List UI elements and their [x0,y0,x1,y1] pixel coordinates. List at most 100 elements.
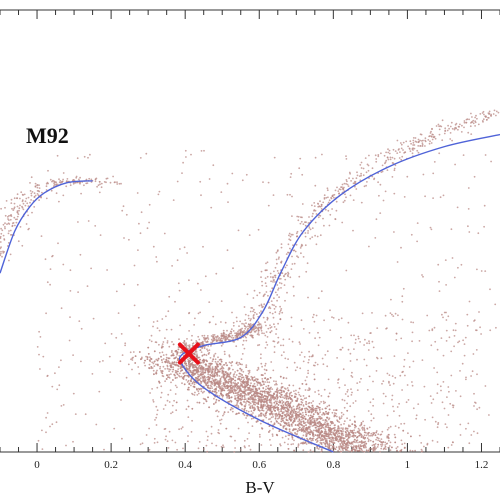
star-point [276,284,279,286]
star-point [399,450,401,453]
star-point [315,419,318,422]
star-point [364,436,367,439]
star-point [223,376,225,379]
star-point [238,329,241,331]
star-point [287,409,290,411]
star-point [474,125,476,127]
star-point [215,444,218,447]
star-point [345,431,347,434]
star-point [303,397,306,400]
star-point [373,178,375,181]
star-point [298,411,300,413]
star-point [421,142,424,145]
star-point [249,405,252,408]
star-point [236,392,239,394]
star-point [369,439,372,442]
star-point [316,418,319,421]
star-point [21,199,24,202]
star-point [267,387,270,390]
star-point [161,351,164,354]
star-point [266,261,269,264]
star-point [463,126,465,129]
star-point [334,434,336,437]
star-point [297,443,300,445]
star-point [358,441,361,443]
star-point [331,447,334,449]
star-point [296,397,299,400]
star-point [170,373,172,375]
star-point [165,356,168,359]
star-point [314,234,316,237]
star-point [188,367,191,369]
star-point [276,415,279,417]
star-point [448,127,450,130]
star-point [332,432,335,435]
star-point [256,333,259,336]
star-point [286,412,288,415]
star-point [348,177,350,180]
star-point [349,172,351,175]
star-point [45,185,48,188]
star-point [275,251,278,254]
star-point [259,415,262,417]
star-point [369,434,372,437]
star-point [162,345,164,348]
star-point [345,435,347,438]
star-point [66,178,69,180]
star-point [161,343,164,345]
star-point [244,404,247,406]
star-point [323,197,326,199]
star-point [262,387,265,390]
star-point [252,400,255,402]
star-point [175,363,178,366]
star-point [334,432,337,434]
star-point [271,287,274,290]
star-point [314,391,316,393]
star-point [350,445,353,448]
star-point [311,204,313,207]
star-point [186,388,189,391]
star-point [230,336,233,339]
star-point [182,372,185,375]
star-point [271,410,273,413]
star-point [431,128,433,131]
star-point [200,382,202,385]
star-point [325,440,327,442]
star-point [291,438,294,440]
star-point [203,347,206,350]
star-point [274,311,277,314]
star-point [187,379,190,382]
star-point [358,447,361,450]
star-point [402,141,405,144]
star-point [326,438,328,440]
star-point [309,422,312,425]
star-point [220,332,223,335]
star-point [442,381,445,383]
star-point [197,373,200,376]
star-point [303,422,305,425]
star-point [311,421,314,424]
star-point [323,432,326,435]
star-point [202,379,205,382]
star-point [244,327,247,330]
star-point [358,430,360,433]
star-point [188,346,191,348]
star-point [284,357,287,360]
star-point [221,385,224,387]
star-point [320,443,323,446]
star-point [389,384,391,386]
star-point [190,384,192,387]
star-point [234,371,237,373]
star-point [352,177,354,180]
star-point [454,163,456,166]
star-point [298,275,301,278]
star-point [293,417,296,420]
star-point [244,405,247,408]
star-point [293,262,296,265]
bottom-axis-ticks: 0 0.2 0.4 0.6 0.8 1 1.2 [0,443,500,471]
star-point [244,393,247,395]
star-point [279,375,282,378]
star-point [285,404,288,407]
star-point [166,365,169,368]
star-point [305,397,308,399]
